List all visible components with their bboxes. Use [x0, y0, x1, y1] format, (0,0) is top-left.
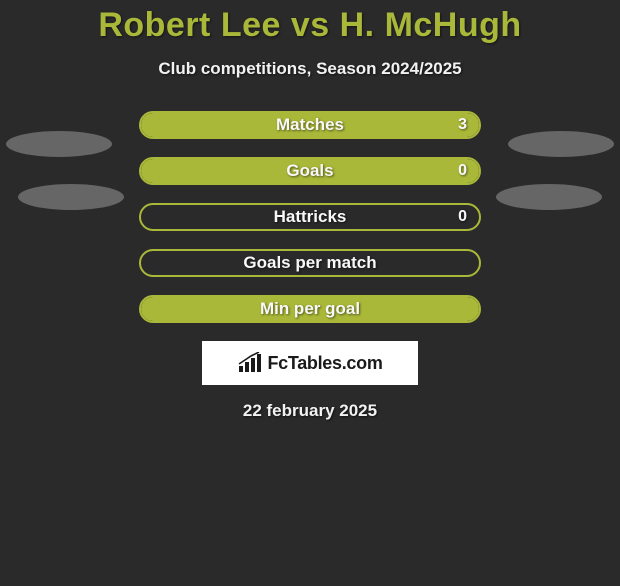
stat-row-matches: Matches 3: [0, 111, 620, 139]
stat-row-goals-per-match: Goals per match: [0, 249, 620, 277]
page-subtitle: Club competitions, Season 2024/2025: [0, 59, 620, 79]
bar-label: Goals: [286, 161, 333, 181]
bar-label: Hattricks: [274, 207, 347, 227]
date-label: 22 february 2025: [0, 401, 620, 421]
stat-bars: Matches 3 Goals 0 Hattricks 0 Goals per …: [0, 111, 620, 323]
page-title: Robert Lee vs H. McHugh: [0, 6, 620, 45]
bar-track: Goals per match: [139, 249, 481, 277]
brand-text: FcTables.com: [267, 353, 382, 374]
bar-value: 0: [458, 162, 467, 180]
bar-track: Min per goal: [139, 295, 481, 323]
bar-value: 3: [458, 116, 467, 134]
bar-track: Matches 3: [139, 111, 481, 139]
stat-row-min-per-goal: Min per goal: [0, 295, 620, 323]
bar-label: Goals per match: [243, 253, 376, 273]
bar-value: 0: [458, 208, 467, 226]
stat-row-hattricks: Hattricks 0: [0, 203, 620, 231]
bar-track: Goals 0: [139, 157, 481, 185]
bar-track: Hattricks 0: [139, 203, 481, 231]
brand-badge: FcTables.com: [202, 341, 418, 385]
bar-label: Matches: [276, 115, 344, 135]
bar-label: Min per goal: [260, 299, 360, 319]
chart-icon: [237, 352, 263, 374]
stat-row-goals: Goals 0: [0, 157, 620, 185]
